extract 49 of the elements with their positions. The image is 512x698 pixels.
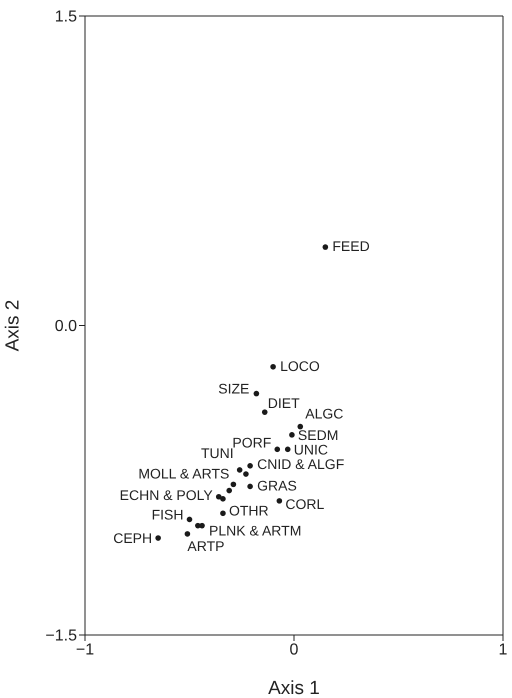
- y-tick-label: 0.0: [54, 318, 78, 336]
- annotation: CORL: [285, 496, 324, 512]
- annotation: ECHN & POLY: [120, 486, 214, 503]
- point: [220, 496, 226, 502]
- point: [262, 409, 268, 415]
- point: [186, 516, 192, 522]
- point: [297, 424, 304, 430]
- annotation: GRAS: [257, 477, 297, 494]
- point: [270, 364, 276, 370]
- point: [276, 498, 282, 504]
- annotation: ALGC: [305, 406, 344, 422]
- point: [243, 471, 249, 477]
- annotation: PLNK & ARTM: [209, 522, 302, 539]
- x-tick-label: −1: [76, 641, 94, 658]
- point: [216, 494, 222, 500]
- annotation: DIET: [268, 395, 300, 412]
- annotation: SIZE: [218, 380, 250, 397]
- point: [184, 531, 190, 537]
- point: [155, 535, 161, 541]
- point: [254, 390, 260, 396]
- point: [247, 463, 253, 469]
- annotation: TUNI: [200, 444, 234, 461]
- y-tick-label: 1.5: [54, 8, 78, 26]
- annotation: FEED: [332, 238, 370, 254]
- annotation: CNID & ALGF: [257, 456, 344, 472]
- point: [199, 522, 205, 528]
- point: [236, 467, 242, 473]
- y-axis-title: Axis 2: [2, 300, 24, 352]
- point: [226, 488, 232, 494]
- y-tick-label: −1.5: [45, 628, 78, 645]
- point: [230, 482, 236, 488]
- annotation: SEDM: [298, 426, 338, 443]
- x-tick-label: 1: [498, 641, 508, 658]
- point: [247, 484, 253, 490]
- x-tick-label: 0: [290, 641, 299, 658]
- point: [220, 510, 226, 516]
- point: [289, 432, 295, 438]
- point: [322, 244, 328, 250]
- annotation: UNIC: [294, 441, 328, 458]
- x-axis-title: Axis 1: [268, 678, 320, 698]
- annotation: PORF: [232, 434, 272, 450]
- point: [274, 446, 280, 452]
- point: [284, 446, 291, 452]
- annotation: FISH: [152, 506, 184, 522]
- annotation: MOLL & ARTS: [138, 465, 230, 482]
- annotation: CEPH: [113, 530, 152, 546]
- annotation: LOCO: [280, 358, 320, 374]
- annotation: ARTP: [187, 538, 225, 554]
- annotation: OTHR: [228, 502, 269, 518]
